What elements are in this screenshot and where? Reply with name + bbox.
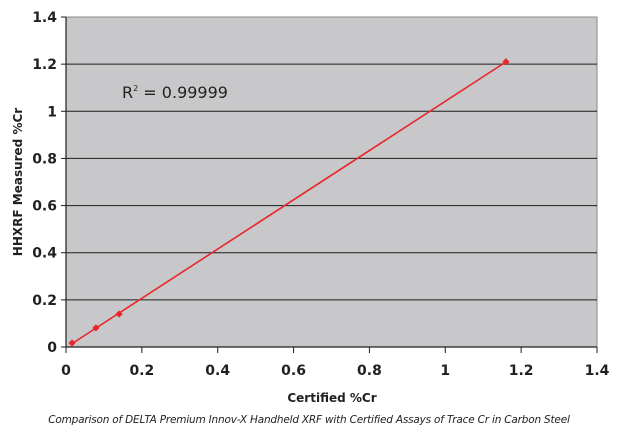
y-tick-label: 1.4 xyxy=(32,10,57,26)
y-tick-label: 1.2 xyxy=(32,57,57,73)
x-tick-label: 0.8 xyxy=(357,363,382,379)
data-series xyxy=(68,58,510,347)
data-point-diamond-icon xyxy=(115,310,123,318)
x-axis-ticks: 0 0.2 0.4 0.6 0.8 1 1.2 1.4 xyxy=(61,347,610,379)
y-tick-label: 1 xyxy=(47,104,57,120)
data-point-diamond-icon xyxy=(502,58,510,66)
y-tick-label: 0.4 xyxy=(32,246,57,262)
y-tick-label: 0.6 xyxy=(32,199,57,215)
x-tick-label: 0.2 xyxy=(129,363,154,379)
gridlines xyxy=(66,63,597,301)
x-tick-label: 0.4 xyxy=(205,363,230,379)
data-point-diamond-icon xyxy=(68,339,76,347)
trendline xyxy=(71,61,507,345)
plot-area xyxy=(65,16,598,348)
x-axis-title: Certified %Cr xyxy=(287,391,376,405)
x-tick-label: 1.4 xyxy=(585,363,610,379)
figure-caption: Comparison of DELTA Premium Innov-X Hand… xyxy=(48,414,570,426)
y-axis-title: HHXRF Measured %Cr xyxy=(11,108,25,256)
x-tick-label: 1 xyxy=(440,363,450,379)
data-point-diamond-icon xyxy=(92,324,100,332)
y-tick-label: 0 xyxy=(47,340,57,356)
x-tick-label: 1.2 xyxy=(509,363,534,379)
y-axis-ticks: 0 0.2 0.4 0.6 0.8 1 1.2 1.4 xyxy=(32,10,66,356)
r-squared-annotation: R2 = 0.99999 xyxy=(122,83,228,102)
x-tick-label: 0.6 xyxy=(281,363,306,379)
y-tick-label: 0.8 xyxy=(32,151,57,167)
x-tick-label: 0 xyxy=(61,363,71,379)
y-tick-label: 0.2 xyxy=(32,293,57,309)
axes xyxy=(65,17,597,348)
